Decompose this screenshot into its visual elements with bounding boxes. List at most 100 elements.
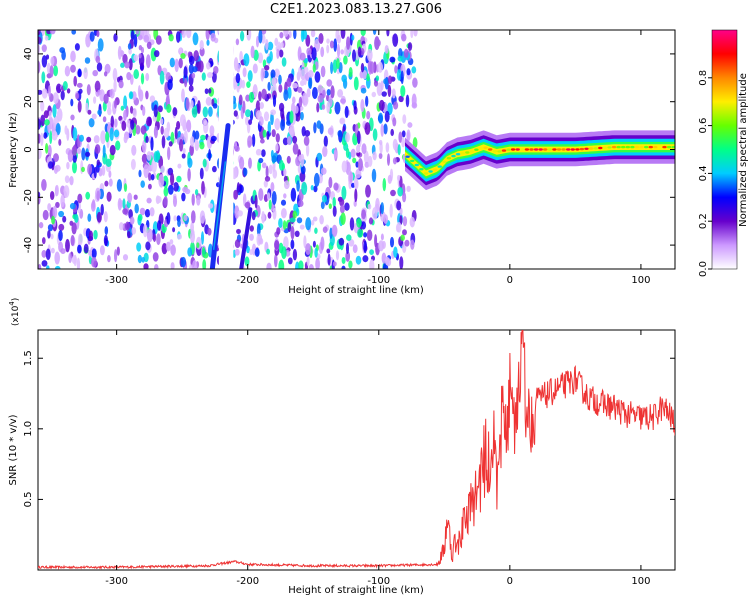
- noise-blob: [55, 122, 61, 136]
- noise-blob: [340, 98, 346, 104]
- noise-blob: [96, 211, 102, 223]
- noise-blob: [303, 135, 310, 146]
- noise-blob: [204, 88, 209, 95]
- noise-blob: [399, 256, 404, 269]
- noise-blob: [194, 130, 200, 140]
- noise-blob: [356, 130, 361, 144]
- noise-blob: [280, 199, 287, 206]
- noise-blob: [192, 66, 198, 73]
- noise-blob: [126, 71, 132, 81]
- noise-blob: [346, 234, 352, 242]
- noise-blob: [187, 157, 193, 168]
- noise-blob: [86, 84, 91, 96]
- spectrogram-x-tick-label: 100: [631, 275, 650, 286]
- noise-blob: [41, 55, 48, 68]
- noise-blob: [146, 228, 153, 243]
- noise-blob: [130, 105, 134, 114]
- noise-blob: [40, 100, 45, 112]
- noise-blob: [54, 265, 61, 269]
- noise-blob: [340, 30, 346, 39]
- noise-blob: [296, 180, 300, 192]
- snr-multiplier-close: ): [11, 298, 21, 302]
- noise-blob: [38, 191, 41, 198]
- noise-blob: [364, 122, 371, 135]
- noise-blob: [372, 30, 377, 35]
- noise-blob: [289, 217, 296, 223]
- noise-blob: [202, 120, 209, 134]
- noise-blob: [146, 116, 152, 127]
- noise-blob: [176, 175, 182, 183]
- noise-blob: [73, 75, 78, 87]
- noise-blob: [128, 209, 133, 220]
- noise-blob: [298, 200, 304, 207]
- noise-blob: [272, 94, 277, 108]
- noise-blob: [404, 239, 410, 247]
- noise-blob: [169, 57, 175, 68]
- noise-blob: [104, 180, 109, 187]
- noise-blob: [297, 86, 303, 93]
- spectrogram-x-tick-label: -300: [105, 275, 128, 286]
- noise-blob: [70, 50, 76, 63]
- signal-core-blob: [566, 148, 571, 151]
- noise-blob: [47, 224, 54, 232]
- noise-blob: [133, 54, 139, 62]
- noise-blob: [380, 202, 385, 215]
- noise-blob: [155, 35, 162, 45]
- noise-blob: [334, 101, 341, 115]
- noise-blob: [51, 130, 58, 141]
- noise-blob: [109, 89, 113, 96]
- noise-blob: [369, 61, 375, 74]
- noise-blob: [141, 153, 148, 164]
- noise-blob: [145, 72, 150, 82]
- noise-blob: [274, 239, 280, 250]
- noise-blob: [260, 30, 267, 35]
- noise-blob: [109, 127, 114, 142]
- noise-blob: [360, 87, 367, 94]
- noise-blob: [122, 208, 128, 215]
- noise-blob: [38, 89, 43, 95]
- noise-blob: [305, 34, 311, 47]
- noise-blob: [396, 200, 402, 211]
- noise-blob: [49, 65, 54, 78]
- noise-blob: [86, 136, 92, 143]
- noise-blob: [305, 217, 312, 231]
- noise-blob: [60, 194, 65, 208]
- noise-blob: [76, 147, 82, 155]
- noise-blob: [46, 265, 50, 269]
- noise-blob: [251, 133, 256, 147]
- noise-blob: [176, 120, 181, 130]
- noise-blob: [320, 46, 325, 58]
- noise-blob: [344, 202, 350, 211]
- noise-blob: [209, 125, 215, 136]
- noise-blob: [411, 93, 417, 108]
- signal-core-blob: [570, 148, 575, 151]
- noise-blob: [140, 180, 145, 188]
- signal-core-blob: [455, 153, 461, 156]
- noise-blob: [47, 203, 52, 212]
- noise-blob: [292, 82, 298, 89]
- noise-blob: [103, 93, 109, 105]
- noise-blob: [127, 43, 132, 50]
- signal-core-blob: [588, 147, 594, 150]
- noise-blob: [47, 85, 52, 98]
- noise-blob: [336, 34, 342, 44]
- noise-blob: [406, 185, 411, 193]
- noise-blob: [392, 33, 399, 47]
- noise-blob: [389, 236, 395, 248]
- noise-blob: [67, 149, 74, 163]
- noise-blob: [131, 91, 137, 101]
- noise-blob: [318, 33, 324, 44]
- noise-blob: [263, 180, 268, 188]
- noise-blob: [332, 205, 337, 217]
- noise-blob: [235, 72, 241, 84]
- noise-blob: [387, 84, 392, 98]
- noise-blob: [55, 201, 60, 208]
- noise-blob: [390, 189, 396, 197]
- noise-blob: [314, 71, 321, 83]
- noise-blob: [283, 193, 287, 199]
- signal-core-blob: [584, 147, 589, 150]
- noise-blob: [287, 222, 292, 233]
- noise-blob: [338, 237, 345, 246]
- noise-blob: [247, 135, 253, 147]
- noise-blob: [258, 91, 262, 102]
